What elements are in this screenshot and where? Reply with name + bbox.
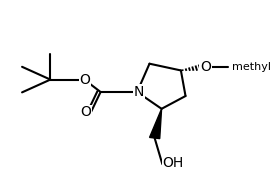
Polygon shape (150, 109, 161, 139)
Text: O: O (200, 60, 211, 74)
Text: OH: OH (163, 156, 184, 170)
Text: methyl: methyl (232, 62, 271, 72)
Text: O: O (80, 72, 91, 87)
Text: O: O (80, 105, 91, 119)
Text: N: N (134, 85, 144, 99)
